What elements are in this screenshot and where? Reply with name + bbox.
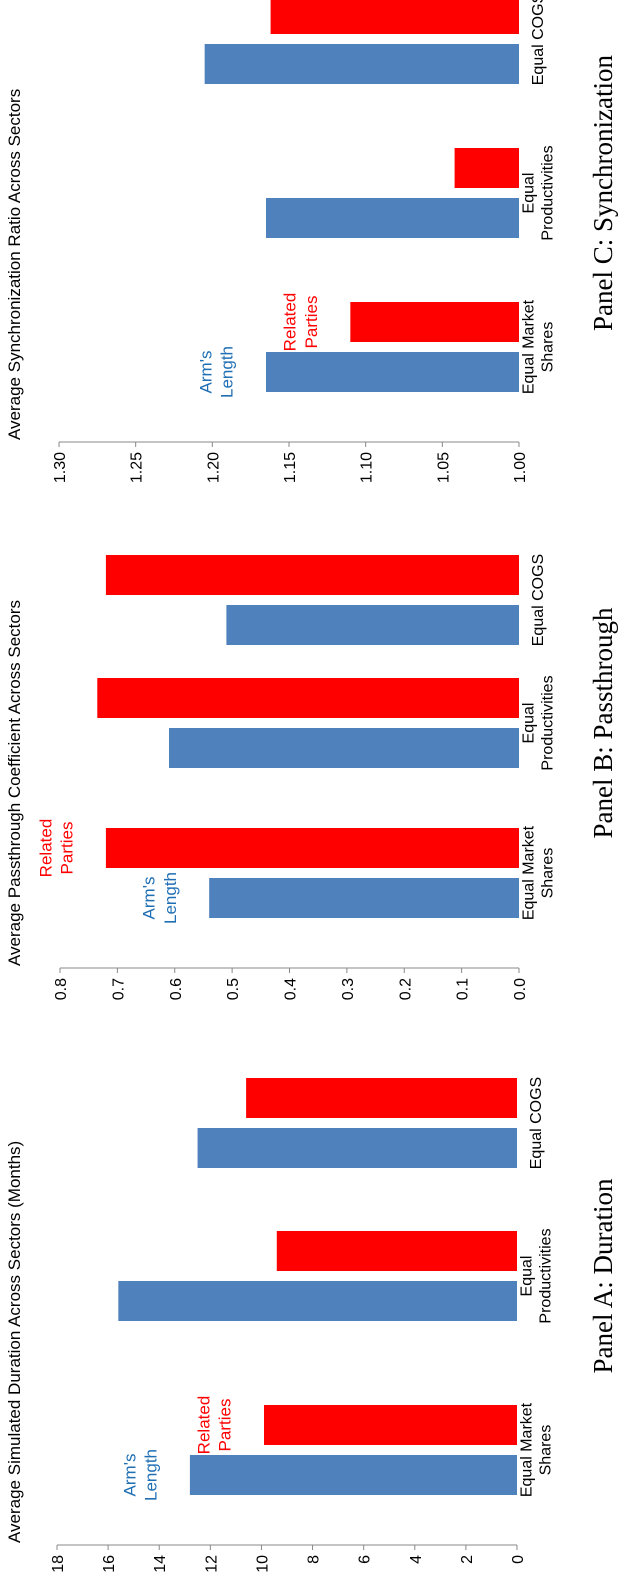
- y-axis-label: Average Passthrough Coefficient Across S…: [5, 600, 24, 966]
- bar-arms-length-0: [209, 878, 520, 918]
- y-tick-label: 0.7: [110, 978, 127, 1000]
- y-tick-label: 1.00: [512, 452, 529, 483]
- bar-arms-length-1: [169, 728, 519, 768]
- y-tick-label: 0.5: [225, 978, 242, 1000]
- bar-related-parties-2: [270, 0, 519, 34]
- y-tick-label: 0.2: [397, 978, 414, 1000]
- bar-arms-length-1: [266, 198, 519, 238]
- bar-arms-length-2: [197, 1128, 518, 1168]
- panel-caption: Panel A: Duration: [588, 1178, 618, 1373]
- category-label: Equal COGS: [530, 554, 547, 646]
- y-tick-label: 0.0: [512, 978, 529, 1000]
- bar-related-parties-0: [264, 1405, 517, 1445]
- bar-related-parties-1: [454, 148, 520, 188]
- y-tick-label: 0: [510, 1555, 527, 1564]
- series-label-arms-length: Arm's Length: [196, 346, 236, 398]
- category-label: Equal Market Shares: [518, 1402, 554, 1497]
- y-tick-label: 1.30: [52, 452, 69, 483]
- y-tick-label: 1.15: [282, 452, 299, 483]
- y-tick-label: 10: [254, 1555, 271, 1573]
- series-label-related-parties: Related Parties: [281, 293, 321, 352]
- y-tick-label: 12: [203, 1555, 220, 1573]
- panel-2: 1.00 1.05 1.10 1.15 1.20 1.25 1.30 Average Sync…: [5, 0, 618, 483]
- y-tick-label: 6: [357, 1555, 374, 1564]
- y-tick-label: 16: [101, 1555, 118, 1573]
- y-tick-label: 18: [50, 1555, 67, 1573]
- category-label: Equal Productivities: [518, 1228, 554, 1323]
- y-tick-label: 14: [152, 1555, 169, 1573]
- y-tick-label: 1.20: [205, 452, 222, 483]
- series-label-arms-length: Arm's Length: [140, 872, 180, 924]
- bar-arms-length-0: [189, 1455, 517, 1495]
- bar-arms-length-0: [266, 352, 519, 392]
- panel-caption: Panel C: Synchronization: [588, 55, 618, 331]
- category-label: Equal Productivities: [520, 675, 556, 770]
- y-tick-label: 1.10: [359, 452, 376, 483]
- y-tick-label: 2: [459, 1555, 476, 1564]
- bar-arms-length-1: [118, 1281, 517, 1321]
- bar-related-parties-2: [105, 555, 520, 595]
- bar-related-parties-1: [97, 678, 519, 718]
- y-tick-label: 8: [306, 1555, 323, 1564]
- bar-arms-length-2: [226, 605, 519, 645]
- panel-caption: Panel B: Passthrough: [588, 607, 618, 839]
- y-tick-label: 1.25: [129, 452, 146, 483]
- y-axis-label: Average Synchronization Ratio Across Sec…: [5, 89, 24, 440]
- category-label: Equal COGS: [528, 1077, 545, 1169]
- category-label: Equal Market Shares: [520, 299, 556, 394]
- y-tick-label: 0.6: [168, 978, 185, 1000]
- series-label-related-parties: Related Parties: [36, 819, 76, 878]
- category-label: Equal Productivities: [520, 145, 556, 240]
- y-axis-label: Average Simulated Duration Across Sector…: [5, 1141, 24, 1543]
- series-label-arms-length: Arm's Length: [120, 1449, 160, 1501]
- category-label: Equal COGS: [530, 0, 547, 85]
- y-tick-label: 0.1: [455, 978, 472, 1000]
- y-tick-label: 1.05: [435, 452, 452, 483]
- y-tick-label: 0.4: [283, 978, 300, 1000]
- bar-related-parties-2: [246, 1078, 517, 1118]
- y-tick-label: 0.8: [53, 978, 70, 1000]
- category-label: Equal Market Shares: [520, 825, 556, 920]
- series-label-related-parties: Related Parties: [194, 1396, 234, 1455]
- bar-arms-length-2: [204, 44, 520, 84]
- y-tick-label: 4: [408, 1555, 425, 1564]
- panel-1: 0.0 0.1 0.2 0.3 0.4 0.5 0.6 0.7 0.8 Average Passt…: [5, 554, 618, 1000]
- panel-0: 0 2 4 6 8 10 12 14 16 18 Average Simulated Duratio…: [5, 1077, 618, 1573]
- bar-related-parties-0: [350, 302, 520, 342]
- bar-related-parties-1: [276, 1231, 517, 1271]
- bar-related-parties-0: [105, 828, 520, 868]
- y-tick-label: 0.3: [340, 978, 357, 1000]
